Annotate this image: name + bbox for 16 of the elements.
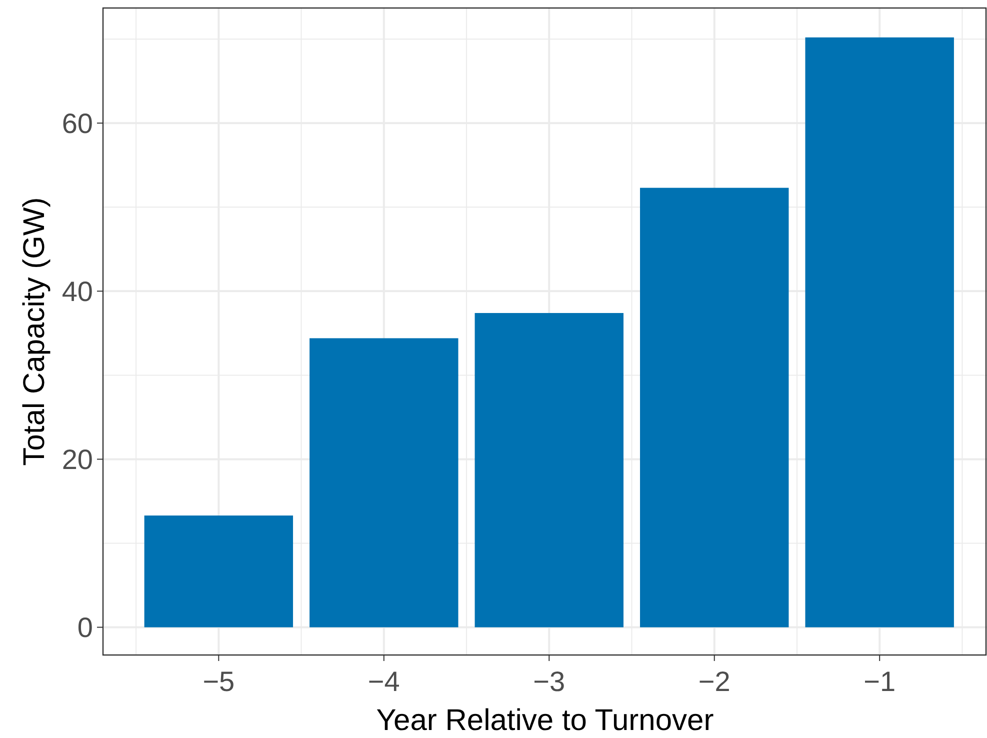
x-tick-label: −1 (864, 666, 896, 697)
y-tick-label: 40 (62, 276, 93, 307)
bar (640, 188, 789, 628)
x-tick-label: −2 (698, 666, 730, 697)
y-tick-label: 20 (62, 444, 93, 476)
y-axis-title: Total Capacity (GW) (18, 197, 51, 466)
bar (805, 37, 954, 628)
bar (474, 313, 624, 628)
x-tick-label: −4 (368, 666, 400, 697)
x-tick-label: −3 (533, 666, 566, 697)
bar (144, 516, 294, 628)
y-tick-label: 60 (62, 108, 93, 139)
y-tick-label: 0 (77, 612, 93, 644)
x-axis-title: Year Relative to Turnover (376, 704, 714, 737)
x-tick-label: −5 (202, 666, 235, 697)
bar (310, 338, 458, 628)
